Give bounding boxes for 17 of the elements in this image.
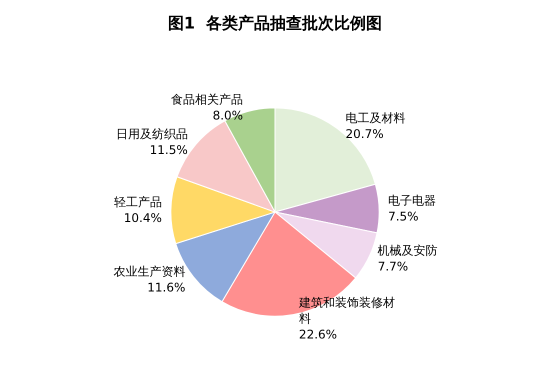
- data-label: 11.5%: [150, 142, 188, 157]
- slice-label: 电子电器: [388, 193, 436, 208]
- slice-label: 机械及安防: [378, 243, 438, 258]
- data-label: 22.6%: [298, 328, 338, 342]
- data-label: 11.6%: [147, 280, 186, 294]
- data-label: 7.7%: [378, 259, 408, 274]
- slice-label: 电工及材料: [345, 110, 406, 125]
- slice-label: 建筑和装饰装修材料: [298, 296, 395, 326]
- slice-label: 轻工产品: [114, 195, 162, 209]
- chart-title: 图1 各类产品抽查批次比例图: [168, 14, 382, 32]
- slice-label: 食品相关产品: [171, 92, 244, 106]
- slice-label: 农业生产资料: [113, 264, 186, 278]
- data-label: 10.4%: [124, 211, 162, 225]
- data-label: 8.0%: [212, 108, 244, 122]
- slice-label: 日用及纺织品: [116, 126, 188, 141]
- data-label: 7.5%: [388, 209, 419, 224]
- data-label: 20.7%: [345, 126, 384, 141]
